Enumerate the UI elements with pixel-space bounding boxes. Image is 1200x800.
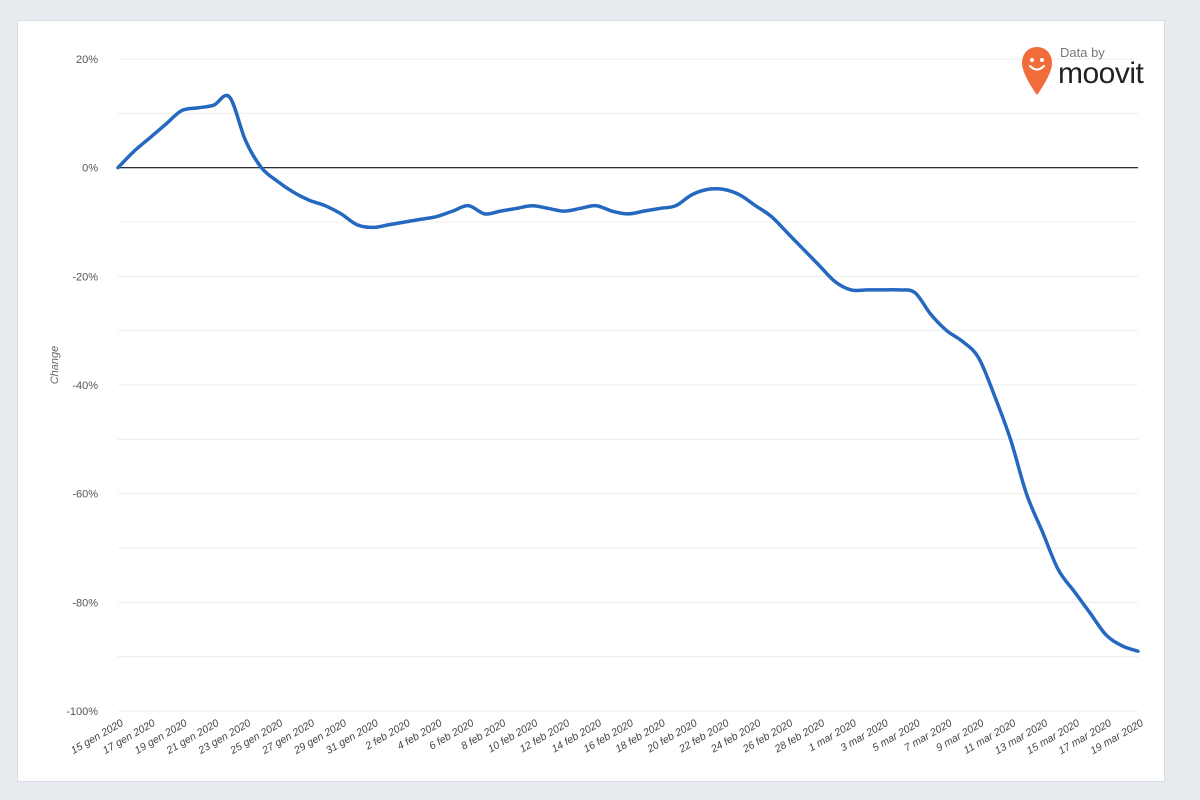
logo-brand: moovit: [1058, 57, 1144, 90]
y-tick-label: 20%: [76, 54, 98, 66]
line-chart: 20% 0% -20% -40% -60% -80% -100% 15 gen 202017…: [49, 54, 1146, 757]
y-tick-label: -60%: [72, 489, 98, 501]
y-tick-label: -100%: [66, 706, 98, 718]
moovit-logo: Data by moovit: [1016, 43, 1146, 101]
chart-card: 20% 0% -20% -40% -60% -80% -100% 15 gen 2020 17…: [17, 20, 1165, 782]
grid-lines: [118, 58, 1138, 712]
y-tick-label: 0%: [82, 163, 98, 175]
y-tick-label: -20%: [72, 271, 98, 283]
y-tick-label: -80%: [72, 597, 98, 609]
y-axis-ticks: 20% 0% -20% -40% -60% -80% -100%: [66, 54, 98, 718]
series-line: [116, 93, 1140, 653]
y-tick-label: -40%: [72, 380, 98, 392]
logo-caption: Data by: [1060, 45, 1105, 60]
moovit-pin-icon: [1022, 47, 1052, 95]
y-axis-label: Change: [49, 346, 61, 385]
